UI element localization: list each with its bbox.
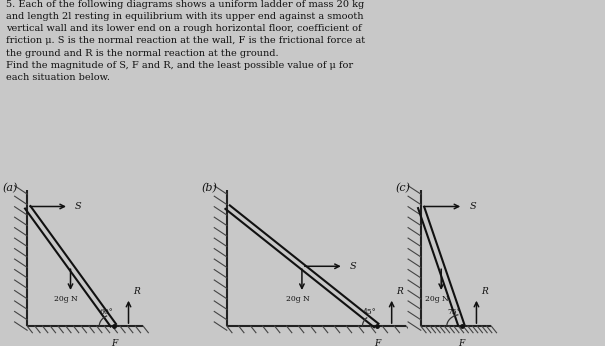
Text: (c): (c) (396, 183, 410, 193)
Text: S: S (469, 202, 476, 211)
Text: F: F (374, 339, 380, 346)
Text: R: R (481, 287, 488, 296)
Text: 60°: 60° (99, 308, 113, 316)
Text: R: R (396, 287, 402, 296)
Text: F: F (459, 339, 465, 346)
Text: (a): (a) (2, 183, 18, 193)
Text: S: S (75, 202, 82, 211)
Text: (b): (b) (201, 183, 218, 193)
Text: S: S (350, 262, 356, 271)
Text: 5. Each of the following diagrams shows a uniform ladder of mass 20 kg
and lengt: 5. Each of the following diagrams shows … (6, 0, 365, 82)
Text: R: R (132, 287, 139, 296)
Text: 20g N: 20g N (425, 294, 449, 302)
Text: 20g N: 20g N (54, 294, 78, 302)
Text: F: F (111, 339, 117, 346)
Text: 75°: 75° (447, 308, 460, 316)
Text: 45°: 45° (362, 308, 376, 316)
Text: 20g N: 20g N (286, 294, 310, 302)
